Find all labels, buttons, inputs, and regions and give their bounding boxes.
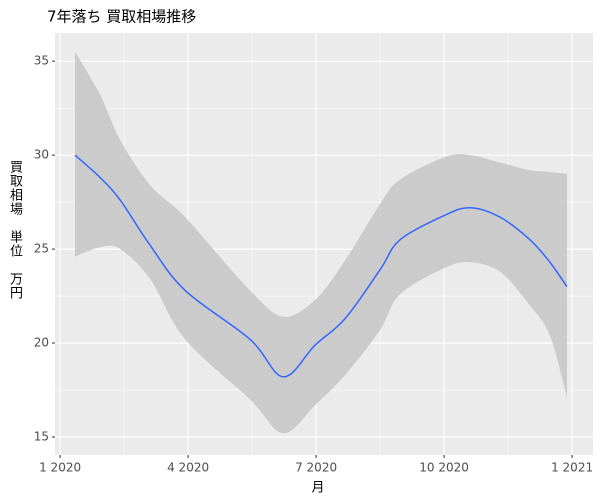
x-tick-label: 1 2020 bbox=[39, 461, 81, 475]
x-tick-label: 4 2020 bbox=[167, 461, 209, 475]
x-tick-label: 7 2020 bbox=[295, 461, 337, 475]
line bbox=[74, 154, 568, 378]
y-tick-label: 30 bbox=[34, 148, 49, 162]
y-tick-label: 15 bbox=[34, 429, 49, 443]
x-axis-label: 月 bbox=[311, 481, 324, 496]
y-tick-label: 20 bbox=[34, 336, 49, 350]
x-tick-label: 10 2020 bbox=[419, 461, 469, 475]
y-tick-label: 35 bbox=[34, 54, 49, 68]
x-tick-label: 1 2021 bbox=[551, 461, 593, 475]
confidence-band bbox=[75, 51, 567, 434]
y-tick-label: 25 bbox=[34, 242, 49, 256]
y-axis-label: 買取相場 単位 万円 bbox=[7, 160, 22, 300]
chart-title: 7年落ち 買取相場推移 bbox=[47, 8, 196, 26]
